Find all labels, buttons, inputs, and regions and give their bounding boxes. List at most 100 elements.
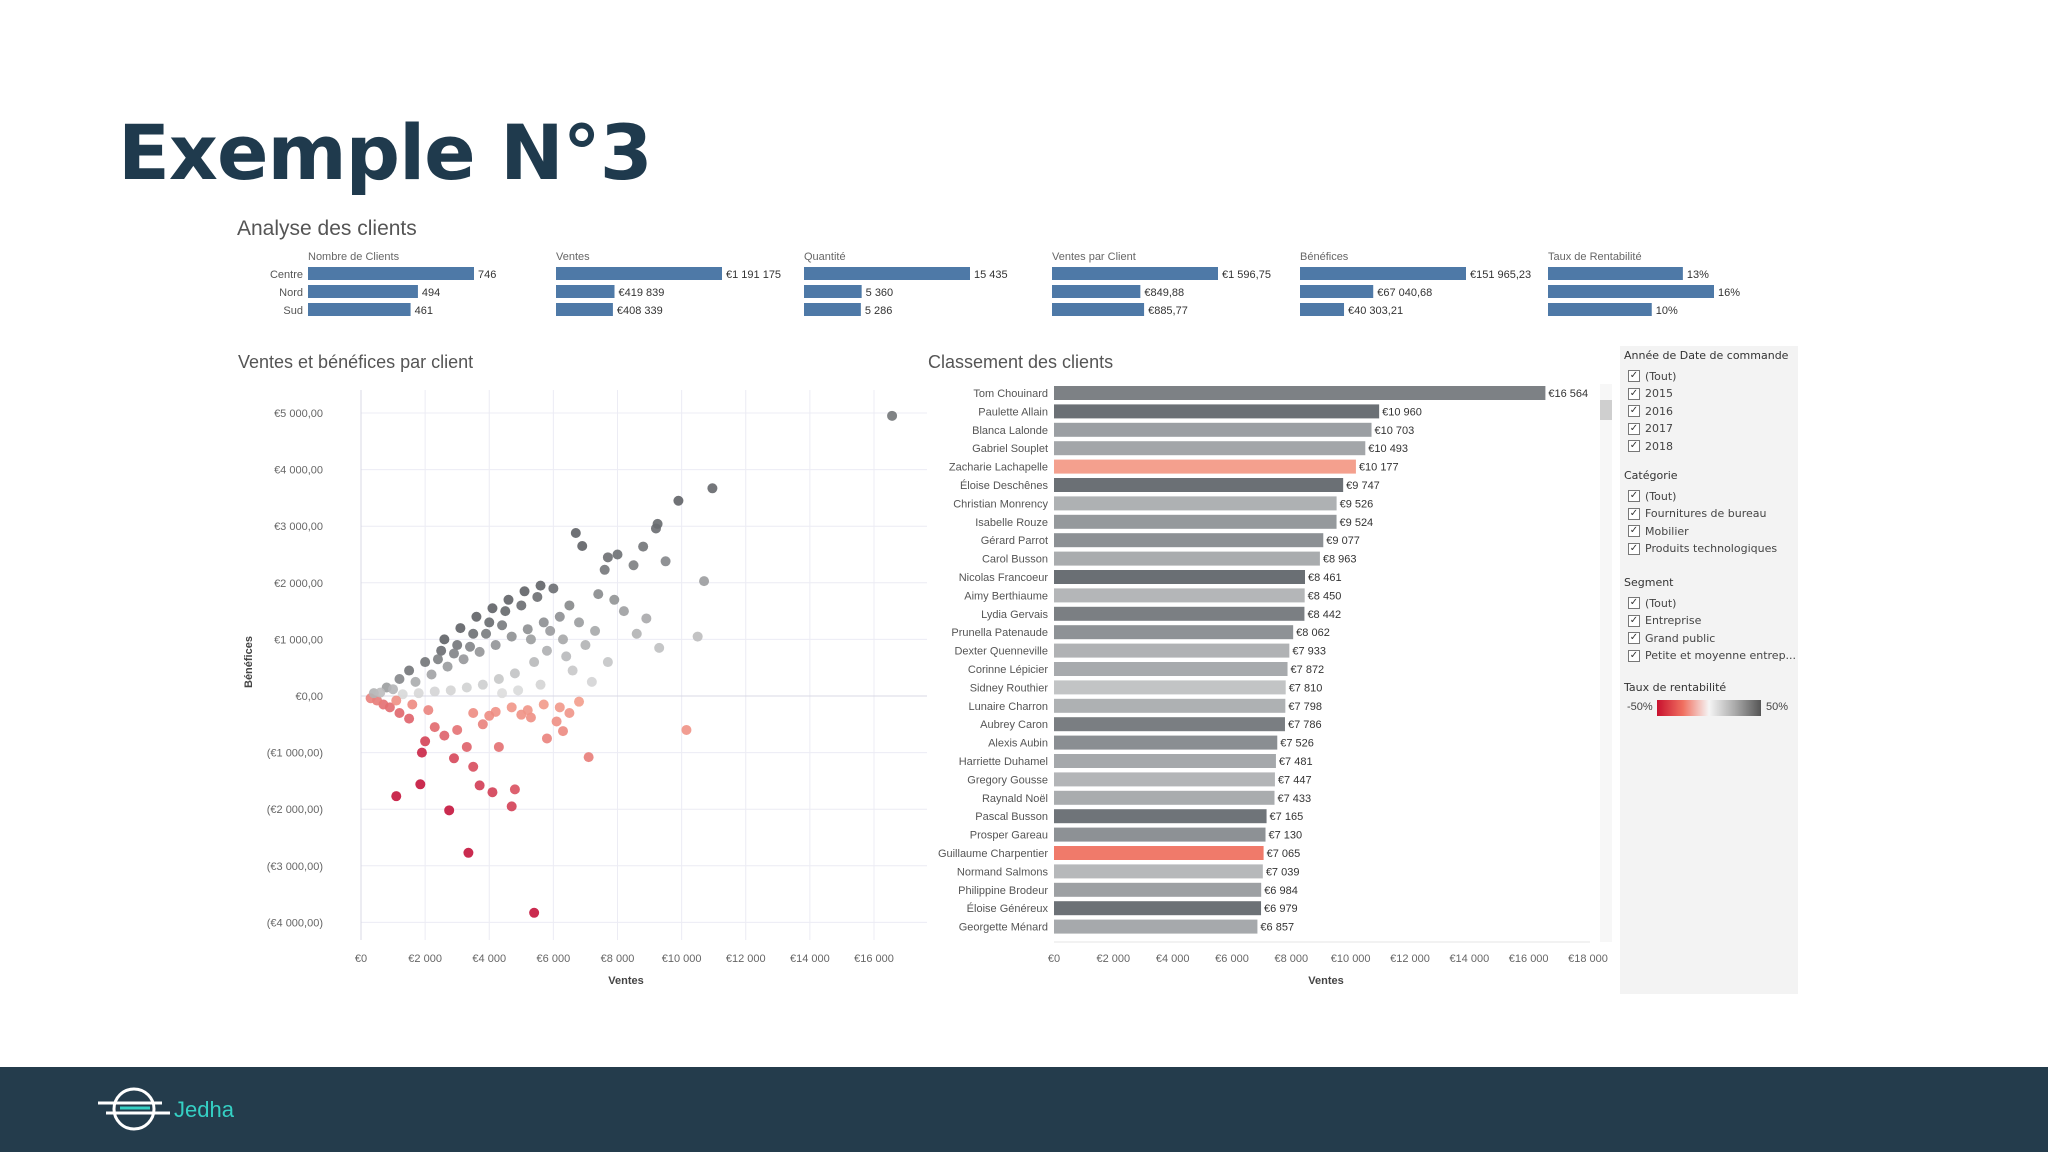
ranking-bar[interactable] [1054, 441, 1366, 456]
scatter-point[interactable] [509, 784, 520, 795]
kpi-bar[interactable] [804, 285, 862, 298]
scatter-point[interactable] [503, 594, 514, 605]
ranking-bar[interactable] [1054, 846, 1264, 860]
filter-option-year[interactable]: ✓ (Tout) [1628, 369, 1676, 383]
scatter-point[interactable] [699, 576, 710, 587]
checkbox-checked-icon[interactable]: ✓ [1628, 632, 1640, 644]
kpi-bar[interactable] [1300, 267, 1466, 280]
scatter-point[interactable] [567, 665, 578, 676]
scatter-point[interactable] [554, 702, 565, 713]
kpi-bar[interactable] [1052, 285, 1141, 298]
kpi-bar[interactable] [556, 303, 613, 316]
ranking-bar[interactable] [1054, 606, 1305, 621]
scatter-point[interactable] [541, 733, 552, 744]
scatter-point[interactable] [388, 684, 399, 695]
filter-option-category[interactable]: ✓ Mobilier [1628, 524, 1689, 538]
scatter-point[interactable] [471, 611, 482, 622]
filter-option-category[interactable]: ✓ Fournitures de bureau [1628, 507, 1767, 521]
scatter-point[interactable] [887, 410, 898, 421]
scatter-point[interactable] [650, 523, 661, 534]
scatter-point[interactable] [391, 791, 402, 802]
kpi-bar[interactable] [804, 303, 861, 316]
scatter-point[interactable] [654, 642, 665, 653]
filter-option-year[interactable]: ✓ 2015 [1628, 387, 1673, 401]
scatter-point[interactable] [391, 695, 402, 706]
scatter-point[interactable] [590, 625, 601, 636]
scatter-point[interactable] [410, 676, 421, 687]
scatter-point[interactable] [513, 685, 524, 696]
checkbox-checked-icon[interactable]: ✓ [1628, 507, 1640, 520]
scatter-point[interactable] [444, 805, 455, 816]
scatter-point[interactable] [468, 761, 479, 772]
ranking-bar[interactable] [1054, 735, 1278, 750]
filter-option-year[interactable]: ✓ 2018 [1628, 439, 1673, 453]
scatter-point[interactable] [461, 741, 472, 752]
scatter-point[interactable] [580, 640, 591, 651]
scatter-point[interactable] [452, 640, 463, 651]
scatter-point[interactable] [692, 631, 703, 642]
scatter-point[interactable] [468, 628, 479, 639]
ranking-bar[interactable] [1054, 478, 1344, 492]
scatter-point[interactable] [535, 679, 546, 690]
scatter-point[interactable] [609, 594, 620, 605]
scatter-point[interactable] [474, 780, 485, 791]
scatter-point[interactable] [541, 645, 552, 656]
scatter-point[interactable] [660, 556, 671, 567]
checkbox-checked-icon[interactable]: ✓ [1628, 422, 1640, 435]
scatter-point[interactable] [407, 699, 418, 710]
scatter-point[interactable] [448, 753, 459, 764]
scatter-point[interactable] [519, 586, 530, 597]
scatter-point[interactable] [474, 646, 485, 657]
filter-option-segment[interactable]: ✓ Petite et moyenne entrep... [1628, 649, 1796, 663]
scatter-point[interactable] [432, 654, 443, 665]
ranking-bar[interactable] [1054, 680, 1286, 695]
ranking-bar[interactable] [1054, 422, 1372, 437]
scatter-point[interactable] [420, 736, 431, 747]
scatter-point[interactable] [586, 676, 597, 687]
scatter-point[interactable] [394, 707, 405, 718]
checkbox-checked-icon[interactable]: ✓ [1628, 542, 1640, 555]
scatter-point[interactable] [477, 679, 488, 690]
ranking-bar[interactable] [1054, 662, 1288, 676]
scatter-point[interactable] [602, 552, 613, 563]
scatter-point[interactable] [442, 661, 453, 672]
scatter-point[interactable] [612, 549, 623, 560]
scatter-point[interactable] [583, 752, 594, 763]
scatter-point[interactable] [574, 617, 585, 628]
scatter-point[interactable] [548, 583, 559, 594]
ranking-bar[interactable] [1054, 643, 1290, 658]
filter-option-segment[interactable]: ✓ Entreprise [1628, 614, 1701, 628]
ranking-bar[interactable] [1054, 772, 1275, 787]
scatter-point[interactable] [463, 847, 474, 858]
kpi-bar[interactable] [1052, 267, 1218, 280]
ranking-bar[interactable] [1054, 386, 1546, 400]
scatter-point[interactable] [522, 705, 533, 716]
scatter-point[interactable] [509, 668, 520, 679]
scatter-point[interactable] [397, 689, 408, 700]
scatter-point[interactable] [484, 710, 495, 721]
kpi-bar[interactable] [1052, 303, 1145, 316]
scatter-point[interactable] [529, 907, 540, 918]
scatter-point[interactable] [551, 716, 562, 727]
scatter-point[interactable] [535, 580, 546, 591]
checkbox-checked-icon[interactable]: ✓ [1628, 490, 1640, 502]
kpi-bar[interactable] [308, 267, 474, 280]
ranking-scroll-thumb[interactable] [1600, 400, 1612, 420]
ranking-bar[interactable] [1054, 514, 1337, 529]
checkbox-checked-icon[interactable]: ✓ [1628, 370, 1640, 382]
scatter-point[interactable] [465, 641, 476, 652]
scatter-point[interactable] [570, 527, 581, 538]
scatter-point[interactable] [493, 674, 504, 685]
scatter-point[interactable] [564, 600, 575, 611]
scatter-point[interactable] [631, 628, 642, 639]
scatter-point[interactable] [415, 779, 426, 790]
ranking-bar[interactable] [1054, 533, 1324, 548]
checkbox-checked-icon[interactable]: ✓ [1628, 614, 1640, 627]
scatter-point[interactable] [506, 702, 517, 713]
kpi-bar[interactable] [308, 285, 418, 298]
scatter-point[interactable] [641, 613, 652, 624]
scatter-point[interactable] [538, 699, 549, 710]
filter-option-year[interactable]: ✓ 2016 [1628, 404, 1673, 418]
scatter-point[interactable] [490, 640, 501, 651]
ranking-bar[interactable] [1054, 901, 1262, 916]
